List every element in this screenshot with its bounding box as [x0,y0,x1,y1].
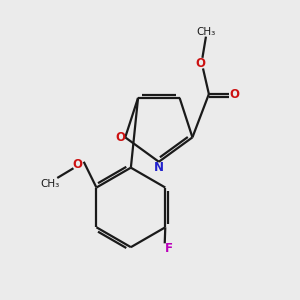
Text: O: O [73,158,83,171]
Text: O: O [195,57,205,70]
Text: N: N [154,160,164,174]
Text: O: O [115,131,125,144]
Text: CH₃: CH₃ [196,27,216,37]
Text: O: O [229,88,239,100]
Text: F: F [165,242,173,255]
Text: CH₃: CH₃ [40,179,59,189]
